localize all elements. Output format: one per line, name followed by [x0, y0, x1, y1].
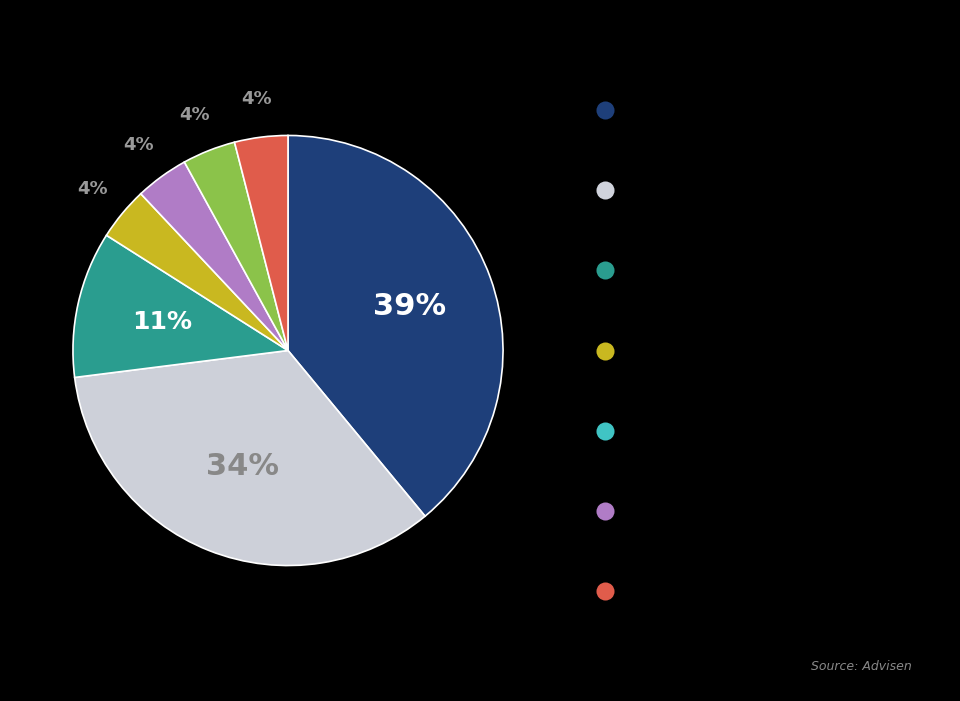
- Text: 4%: 4%: [180, 106, 210, 123]
- Text: 11%: 11%: [132, 311, 192, 334]
- Text: 4%: 4%: [77, 179, 108, 198]
- Text: 4%: 4%: [241, 90, 272, 108]
- Wedge shape: [184, 142, 288, 350]
- Text: 34%: 34%: [205, 452, 278, 481]
- Wedge shape: [288, 135, 503, 516]
- Wedge shape: [75, 350, 425, 566]
- Wedge shape: [73, 236, 288, 377]
- Wedge shape: [234, 135, 288, 350]
- Text: Source: Advisen: Source: Advisen: [811, 660, 912, 673]
- Text: 39%: 39%: [372, 292, 446, 321]
- Text: 4%: 4%: [124, 136, 155, 154]
- Wedge shape: [141, 162, 288, 350]
- Wedge shape: [107, 193, 288, 350]
